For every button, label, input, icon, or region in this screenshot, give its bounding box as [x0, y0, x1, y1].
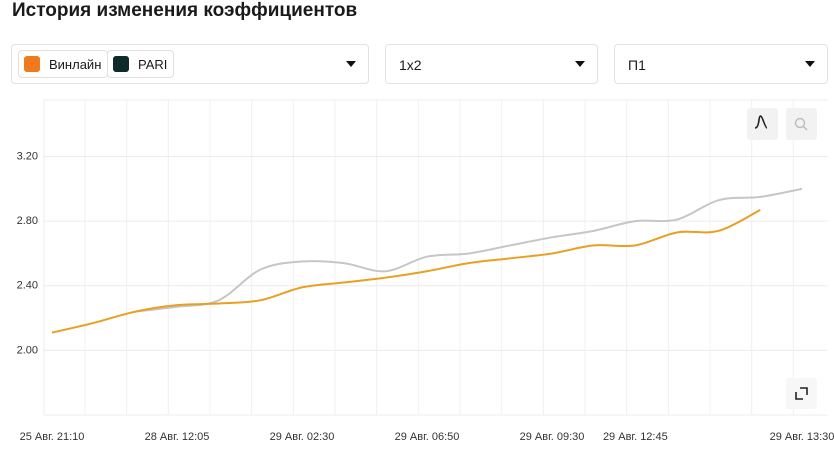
bookmaker-select[interactable]: Винлайн PARI: [11, 44, 369, 84]
dropdown-arrow: [805, 61, 815, 67]
dropdown-arrow: [575, 61, 585, 67]
dropdown-arrow: [346, 61, 356, 67]
y-tick-label: 2.40: [17, 280, 38, 292]
page-title: История изменения коэффициентов: [12, 0, 358, 21]
y-tick-label: 2.00: [17, 344, 38, 356]
x-tick-label: 28 Авг. 12:05: [145, 431, 210, 443]
series-line: [135, 187, 803, 313]
icon: [794, 117, 806, 129]
icon: [803, 126, 808, 131]
icon: [754, 115, 768, 129]
x-tick-label: 29 Авг. 02:30: [270, 431, 335, 443]
x-tick-label: 25 Авг. 21:10: [20, 431, 85, 443]
market-select[interactable]: 1x2: [385, 44, 598, 84]
x-tick-label: 29 Авг. 12:45: [603, 431, 668, 443]
zoom-reset-button[interactable]: [786, 108, 817, 140]
fullscreen-button[interactable]: [786, 378, 817, 409]
bookmaker-chip[interactable]: Винлайн: [18, 50, 109, 78]
icon: [113, 56, 129, 72]
icon: [795, 387, 808, 400]
chip-label: PARI: [138, 57, 168, 72]
icon: [24, 56, 40, 72]
select-label: 1x2: [399, 57, 422, 73]
select-label: П1: [628, 57, 646, 73]
x-tick-label: 29 Авг. 13:30: [770, 431, 834, 443]
chip-label: Винлайн: [49, 57, 102, 72]
bookmaker-chip[interactable]: PARI: [107, 50, 175, 78]
smooth-button[interactable]: [747, 108, 778, 140]
series-line: [51, 208, 761, 334]
y-tick-label: 2.80: [17, 215, 38, 227]
x-tick-label: 29 Авг. 09:30: [520, 431, 585, 443]
outcome-select[interactable]: П1: [614, 44, 828, 84]
y-tick-label: 3.20: [17, 150, 38, 162]
x-tick-label: 29 Авг. 06:50: [395, 431, 460, 443]
